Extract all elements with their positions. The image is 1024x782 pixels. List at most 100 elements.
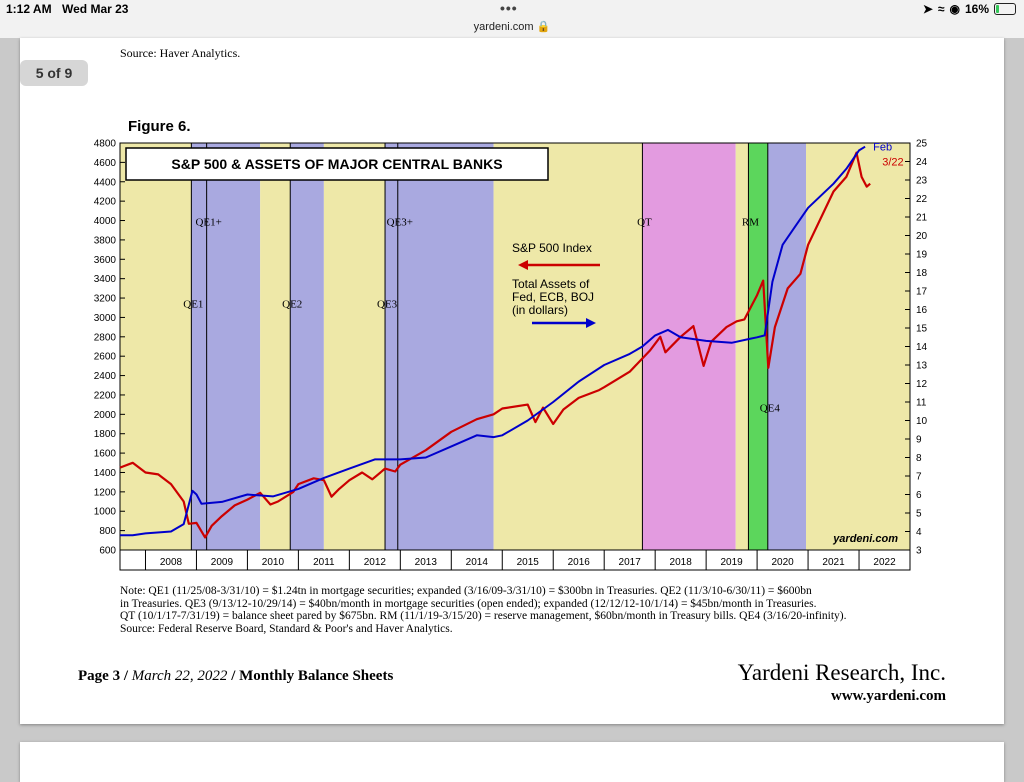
y-tick-label-right: 4 [916,527,922,538]
y-tick-label-left: 2600 [94,352,117,363]
x-tick-label: 2014 [466,557,489,568]
y-tick-label-left: 3800 [94,235,117,246]
y-tick-label-left: 1000 [94,507,117,518]
assets-end-label: Feb [873,142,892,154]
status-bar: 1:12 AM Wed Mar 23 ••• yardeni.com 🔒 ➤ ≈… [0,0,1024,38]
page-footer: Page 3 / March 22, 2022 / Monthly Balanc… [78,668,394,684]
x-tick-label: 2021 [822,557,845,568]
y-tick-label-right: 14 [916,342,928,353]
y-tick-label-left: 1800 [94,429,117,440]
shaded-period [260,143,291,550]
url-text[interactable]: yardeni.com [473,21,534,33]
event-label: QE1+ [195,216,221,228]
y-tick-label-right: 13 [916,361,928,372]
x-tick-label: 2020 [771,557,794,568]
shaded-period [120,143,192,550]
lock-icon: 🔒 [536,21,551,33]
event-label: QT [637,216,652,228]
event-label: QE4 [760,402,781,414]
shaded-period [806,143,910,550]
note-line: QT (10/1/17-7/31/19) = balance sheet par… [120,610,847,623]
shaded-period [748,143,768,550]
y-tick-label-right: 5 [916,509,922,520]
y-tick-label-right: 7 [916,472,922,483]
y-tick-label-right: 22 [916,194,928,205]
note-line: in Treasuries. QE3 (9/13/12-10/29/14) = … [120,597,817,610]
y-tick-label-left: 4000 [94,216,117,227]
y-tick-label-right: 17 [916,287,928,298]
chart-watermark: yardeni.com [832,533,898,545]
y-tick-label-right: 12 [916,379,928,390]
y-tick-label-left: 2800 [94,332,117,343]
y-tick-label-left: 2200 [94,390,117,401]
battery-percent: 16% [964,2,989,16]
y-tick-label-left: 800 [99,526,116,537]
sp500-line [119,151,871,539]
event-label: QE1 [183,299,203,311]
y-tick-label-left: 4200 [94,197,117,208]
y-tick-label-left: 3600 [94,255,117,266]
shaded-period [735,143,749,550]
event-label: RM [742,216,759,228]
y-tick-label-left: 1600 [94,449,117,460]
x-tick-label: 2008 [160,557,183,568]
status-time: 1:12 AM [6,2,52,16]
legend-assets-arrowhead [586,318,596,328]
status-date: Wed Mar 23 [62,2,129,16]
footer-section: Monthly Balance Sheets [239,668,394,684]
note-line: Note: QE1 (11/25/08-3/31/10) = $1.24tn i… [120,585,812,597]
y-tick-label-right: 16 [916,305,928,316]
y-tick-label-left: 4600 [94,158,117,169]
x-tick-label: 2019 [720,557,743,568]
y-tick-label-left: 2400 [94,371,117,382]
y-tick-label-right: 6 [916,490,922,501]
x-tick-label: 2010 [262,557,285,568]
x-tick-label: 2011 [313,557,335,568]
footer-page: Page 3 [78,668,121,684]
source-text: Source: Haver Analytics. [120,46,241,60]
y-tick-label-right: 3 [916,546,922,557]
more-options-icon[interactable]: ••• [500,0,518,16]
x-tick-label: 2013 [415,557,438,568]
chart-note: Note: QE1 (11/25/08-3/31/10) = $1.24tn i… [120,585,960,635]
x-tick-label: 2022 [873,557,896,568]
y-tick-label-right: 19 [916,250,928,261]
x-tick-label: 2009 [211,557,234,568]
chart-title: S&P 500 & ASSETS OF MAJOR CENTRAL BANKS [171,156,502,172]
x-tick-label: 2015 [517,557,540,568]
x-tick-label: 2012 [364,557,387,568]
event-label: QE3 [377,299,398,311]
y-tick-label-left: 4400 [94,177,117,188]
y-tick-label-left: 3200 [94,294,117,305]
y-tick-label-right: 11 [916,398,927,409]
legend-assets: Total Assets of [512,277,590,291]
shaded-period [493,143,643,550]
y-tick-label-left: 3000 [94,313,117,324]
y-tick-label-left: 1200 [94,487,117,498]
location-icon: ➤ [922,2,933,16]
event-label: QE2 [282,299,302,311]
footer-company: Yardeni Research, Inc. [737,660,946,685]
shaded-period [191,143,261,550]
shaded-period [767,143,807,550]
y-tick-label-right: 25 [916,139,928,150]
y-tick-label-left: 4800 [94,139,117,150]
page-counter: 5 of 9 [20,60,88,86]
shaded-period [642,143,736,550]
y-tick-label-right: 18 [916,268,928,279]
footer-date: March 22, 2022 [131,668,228,684]
legend-assets: (in dollars) [512,303,568,317]
note-line: Source: Federal Reserve Board, Standard … [120,622,453,635]
status-indicators: ➤ ≈ ◉ 16% [923,2,1016,16]
legend-sp500-arrowhead [518,260,528,270]
lock-rotation-icon: ◉ [949,2,960,16]
figure-label: Figure 6. [128,118,191,135]
x-tick-label: 2018 [670,557,693,568]
y-tick-label-left: 2000 [94,410,117,421]
y-tick-label-right: 24 [916,157,928,168]
address-bar[interactable]: yardeni.com 🔒 [0,20,1024,33]
assets-line [120,145,866,537]
y-tick-label-right: 23 [916,176,928,187]
sp500-end-label: 3/22 [882,157,903,169]
